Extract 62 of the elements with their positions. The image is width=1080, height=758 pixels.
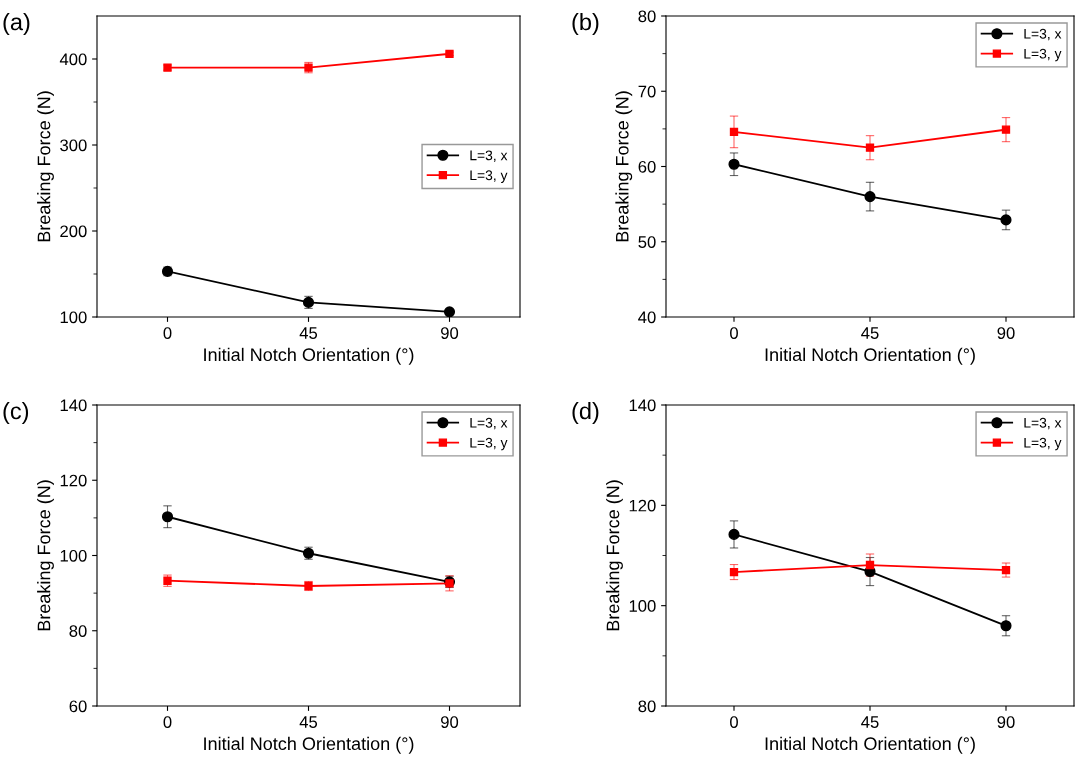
point xyxy=(864,191,876,203)
legend-label: L=3, x xyxy=(1024,28,1062,41)
y-axis-title: Breaking Force (N) xyxy=(606,480,623,631)
legend-label: L=3, y xyxy=(470,437,508,451)
x-axis-title: Initial Notch Orientation (°) xyxy=(204,736,414,754)
x-tick-label: 0 xyxy=(730,327,738,339)
y-tick-label: 120 xyxy=(629,499,656,512)
point xyxy=(1000,214,1012,226)
legend-label: L=3, x xyxy=(1024,417,1062,430)
x-tick-label: 45 xyxy=(299,716,318,728)
y-tick-label: 60 xyxy=(638,160,656,173)
x-axis-title: Initial Notch Orientation (°) xyxy=(765,347,975,365)
x-tick-label: 45 xyxy=(861,327,879,339)
y-tick-label: 50 xyxy=(638,236,656,248)
x-tick-label: 90 xyxy=(441,327,459,339)
point xyxy=(1000,620,1012,632)
y-tick-label: 40 xyxy=(638,311,656,324)
y-axis-title: Breaking Force (N) xyxy=(37,480,54,631)
y-tick-label: 70 xyxy=(638,85,656,98)
chart-title: (b) xyxy=(572,13,599,35)
y-tick-label: 80 xyxy=(638,10,656,23)
legend-label: L=3, y xyxy=(1024,437,1062,451)
x-tick-label: 90 xyxy=(997,327,1015,339)
point xyxy=(729,127,739,137)
point xyxy=(729,567,739,577)
point xyxy=(728,158,740,170)
y-tick-label: 80 xyxy=(638,700,656,713)
legend-label: L=3, x xyxy=(470,417,508,430)
y-tick-label: 100 xyxy=(60,311,87,324)
chart-title: (c) xyxy=(3,401,29,424)
y-tick-label: 100 xyxy=(629,600,656,612)
legend-label: L=3, y xyxy=(470,170,508,183)
point xyxy=(161,511,174,523)
point xyxy=(443,306,456,317)
x-axis-title: Initial Notch Orientation (°) xyxy=(765,736,975,754)
y-tick-label: 300 xyxy=(60,139,87,152)
y-tick-label: 400 xyxy=(59,53,87,66)
point xyxy=(728,528,740,540)
x-tick-label: 45 xyxy=(299,327,318,339)
y-axis-title: Breaking Force (N) xyxy=(615,91,633,242)
y-tick-label: 80 xyxy=(69,625,87,637)
point xyxy=(865,560,875,570)
x-tick-label: 0 xyxy=(163,327,172,339)
x-tick-label: 90 xyxy=(997,716,1015,728)
y-axis-title: Breaking Force (N) xyxy=(37,91,54,242)
x-tick-label: 0 xyxy=(730,716,738,728)
x-axis-title: Initial Notch Orientation (°) xyxy=(204,347,414,365)
y-tick-label: 200 xyxy=(60,225,87,238)
x-tick-label: 45 xyxy=(861,716,879,728)
x-tick-label: 0 xyxy=(163,716,172,728)
legend-label: L=3, x xyxy=(470,150,508,162)
point xyxy=(1001,125,1011,134)
y-tick-label: 100 xyxy=(60,549,87,562)
y-tick-label: 140 xyxy=(629,399,656,412)
chart-title: (a) xyxy=(3,13,30,35)
y-tick-label: 140 xyxy=(60,399,87,412)
chart-title: (d) xyxy=(572,401,599,424)
x-tick-label: 90 xyxy=(441,716,459,728)
point xyxy=(865,143,875,152)
y-tick-label: 120 xyxy=(60,474,87,487)
legend-label: L=3, y xyxy=(1024,48,1062,62)
y-tick-label: 60 xyxy=(69,700,87,713)
